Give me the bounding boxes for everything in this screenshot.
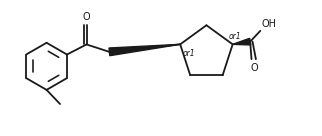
Text: OH: OH xyxy=(261,19,277,29)
Text: or1: or1 xyxy=(229,32,241,41)
Text: O: O xyxy=(83,12,90,22)
Text: O: O xyxy=(251,63,258,72)
Text: or1: or1 xyxy=(183,49,195,58)
Polygon shape xyxy=(109,44,180,56)
Polygon shape xyxy=(233,38,251,45)
